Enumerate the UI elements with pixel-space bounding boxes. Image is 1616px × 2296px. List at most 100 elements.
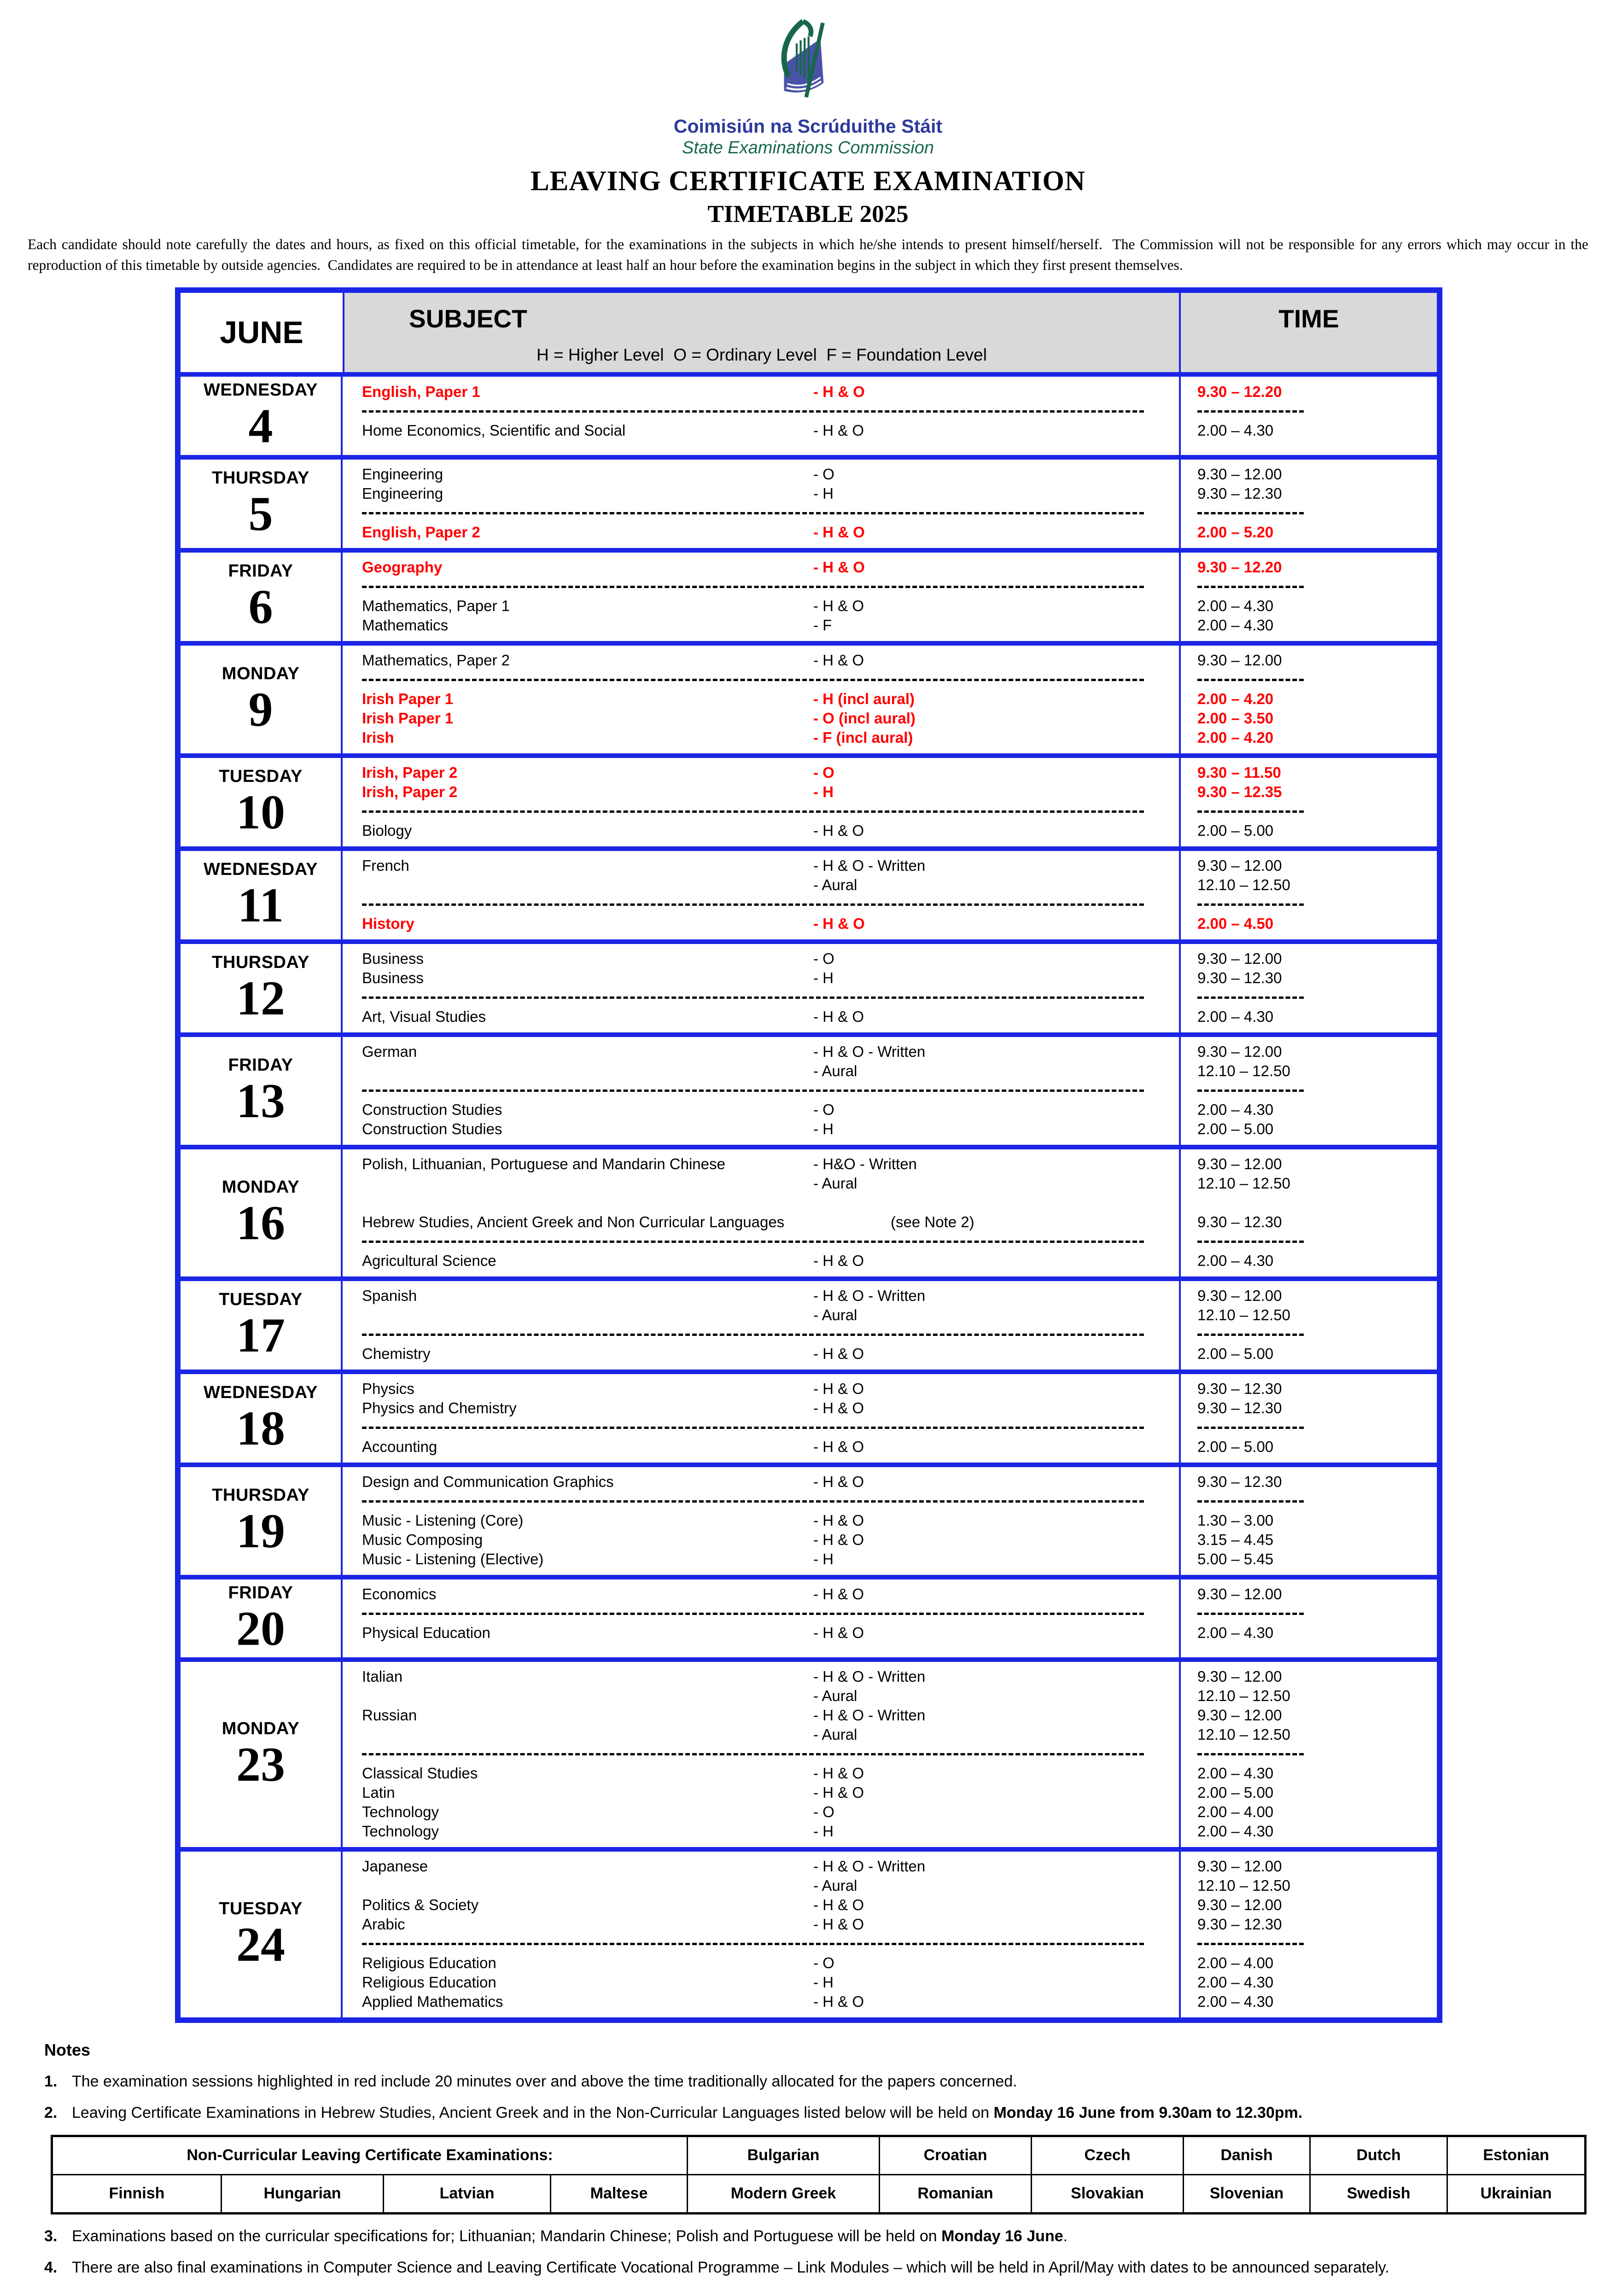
time-cell: 9.30 – 12.20 2.00 – 4.30 bbox=[1181, 377, 1437, 455]
time-cell: 9.30 – 12.00 12.10 – 12.50 9.30 – 12.30 2.0… bbox=[1181, 1149, 1437, 1276]
day-cell: FRIDAY 20 bbox=[181, 1579, 343, 1657]
dashed-divider bbox=[1197, 1492, 1429, 1511]
day-number: 13 bbox=[236, 1073, 285, 1128]
exam-level: - O bbox=[813, 1954, 834, 1972]
notes-section: Notes 1. The examination sessions highlig… bbox=[44, 2040, 1588, 2278]
exam-time: 9.30 – 12.00 bbox=[1197, 1043, 1282, 1061]
timetable-day-row: WEDNESDAY 4 English, Paper 1- H & O Home Ec… bbox=[181, 372, 1437, 455]
timetable-day-row: WEDNESDAY 11 French - H & O - Written - Aura… bbox=[181, 846, 1437, 939]
exam-entry: - Aural bbox=[362, 1174, 1168, 1194]
exam-time: 2.00 – 4.30 bbox=[1197, 1008, 1274, 1026]
exam-time: 9.30 – 12.30 bbox=[1197, 1213, 1282, 1231]
exam-time: 2.00 – 5.00 bbox=[1197, 1438, 1274, 1456]
subject-cell: Italian - H & O - Written - Aural Russian - … bbox=[343, 1661, 1181, 1847]
dashed-divider bbox=[1197, 895, 1429, 915]
note-item: 2. Leaving Certificate Examinations in He… bbox=[44, 2103, 1588, 2123]
exam-subject: Physics bbox=[362, 1380, 414, 1398]
exam-level: (see Note 2) bbox=[891, 1213, 974, 1231]
exam-subject: German bbox=[362, 1043, 417, 1061]
exam-level: - H & O bbox=[813, 524, 865, 541]
day-cell: MONDAY 9 bbox=[181, 645, 343, 753]
exam-subject: Irish Paper 1 bbox=[362, 710, 454, 727]
time-column-title: TIME bbox=[1181, 293, 1437, 373]
dashed-divider bbox=[362, 802, 1168, 822]
exam-entry: Japanese - H & O - Written bbox=[362, 1857, 1168, 1876]
time-cell: 9.30 – 12.00 12.10 – 12.50 2.00 – 5.00 bbox=[1181, 1281, 1437, 1369]
exam-subject: Economics bbox=[362, 1585, 437, 1603]
time-cell: 9.30 – 11.50 9.30 – 12.35 2.00 – 5.00 bbox=[1181, 758, 1437, 846]
dashed-divider bbox=[1197, 670, 1429, 690]
exam-level: - H bbox=[813, 1823, 834, 1840]
exam-time: 9.30 – 12.00 bbox=[1197, 1896, 1282, 1914]
day-name-label: MONDAY bbox=[222, 1719, 300, 1739]
day-cell: WEDNESDAY 18 bbox=[181, 1374, 343, 1463]
day-name-label: THURSDAY bbox=[212, 1485, 309, 1505]
language-cell: Romanian bbox=[879, 2174, 1033, 2214]
exam-subject: Business bbox=[362, 950, 424, 967]
dashed-divider bbox=[1197, 1604, 1429, 1624]
exam-level: - Aural bbox=[813, 1877, 858, 1894]
dashed-divider bbox=[362, 577, 1168, 597]
dashed-divider bbox=[362, 402, 1168, 421]
exam-entry: Accounting - H & O bbox=[362, 1438, 1168, 1457]
logo-irish-name: Coimisiún na Scrúduithe Stáit bbox=[673, 116, 943, 137]
day-number: 12 bbox=[236, 971, 285, 1025]
harp-book-logo-icon bbox=[782, 19, 825, 98]
exam-entry: Arabic - H & O bbox=[362, 1915, 1168, 1935]
time-cell: 9.30 – 12.00 12.10 – 12.50 2.00 – 4.50 bbox=[1181, 851, 1437, 939]
exam-entry: Religious Education - H bbox=[362, 1973, 1168, 1993]
exam-entry: Irish Paper 1 - H (incl aural) bbox=[362, 690, 1168, 709]
exam-subject: Japanese bbox=[362, 1858, 428, 1875]
timetable-day-row: FRIDAY 13 German - H & O - Written - Aural Co… bbox=[181, 1032, 1437, 1145]
language-cell: Slovenian bbox=[1183, 2174, 1311, 2214]
exam-level: - H & O bbox=[813, 1345, 864, 1363]
exam-subject: Mathematics, Paper 1 bbox=[362, 597, 510, 615]
exam-entry: Construction Studies - O bbox=[362, 1101, 1168, 1120]
exam-entry: Technology - O bbox=[362, 1803, 1168, 1822]
intro-paragraph: Each candidate should note carefully the… bbox=[28, 236, 1592, 273]
time-cell: 9.30 – 12.00 9.30 – 12.30 2.00 – 4.30 bbox=[1181, 944, 1437, 1032]
exam-time: 9.30 – 12.30 bbox=[1197, 1399, 1282, 1417]
language-cell: Dutch bbox=[1309, 2135, 1448, 2175]
dashed-divider bbox=[362, 1081, 1168, 1101]
exam-time: 9.30 – 12.30 bbox=[1197, 969, 1282, 987]
exam-level: - H & O - Written bbox=[813, 1668, 926, 1685]
exam-time: 9.30 – 12.30 bbox=[1197, 1916, 1282, 1933]
day-name-label: TUESDAY bbox=[219, 766, 303, 786]
exam-entry: Applied Mathematics - H & O bbox=[362, 1993, 1168, 2012]
dashed-divider bbox=[362, 670, 1168, 690]
day-name-label: TUESDAY bbox=[219, 1899, 303, 1919]
exam-entry: Music Composing - H & O bbox=[362, 1531, 1168, 1550]
day-number: 9 bbox=[248, 682, 273, 736]
exam-entry: Russian - H & O - Written bbox=[362, 1706, 1168, 1725]
exam-subject: Spanish bbox=[362, 1287, 417, 1305]
dashed-divider bbox=[1197, 1325, 1429, 1345]
language-cell: Estonian bbox=[1447, 2135, 1587, 2175]
day-name-label: WEDNESDAY bbox=[203, 1382, 318, 1402]
time-cell: 9.30 – 12.00 2.00 – 4.20 2.00 – 3.50 2.00 –… bbox=[1181, 646, 1437, 753]
exam-level: - H bbox=[813, 1120, 834, 1138]
exam-time: 9.30 – 12.35 bbox=[1197, 783, 1282, 801]
exam-entry: Hebrew Studies, Ancient Greek and Non Cu… bbox=[362, 1213, 1168, 1232]
note-item: 1. The examination sessions highlighted i… bbox=[44, 2072, 1588, 2092]
language-table-row: Non-Curricular Leaving Certificate Exami… bbox=[51, 2135, 1587, 2175]
dashed-divider bbox=[1197, 1081, 1429, 1101]
time-cell: 9.30 – 12.00 12.10 – 12.50 9.30 – 12.00 9.3… bbox=[1181, 1852, 1437, 2017]
exam-time: 2.00 – 4.50 bbox=[1197, 915, 1274, 932]
logo-english-name: State Examinations Commission bbox=[682, 138, 934, 157]
note-number: 3. bbox=[44, 2227, 58, 2245]
exam-level: - H & O bbox=[813, 1916, 864, 1933]
exam-subject: Polish, Lithuanian, Portuguese and Manda… bbox=[362, 1155, 725, 1173]
day-name-label: THURSDAY bbox=[212, 468, 309, 488]
subject-cell: Geography - H & O Mathematics, Paper 1 - H … bbox=[343, 552, 1181, 641]
subject-cell: English, Paper 1- H & O Home Economics, S… bbox=[343, 377, 1181, 455]
day-number: 6 bbox=[248, 579, 273, 634]
time-cell: 9.30 – 12.00 12.10 – 12.50 9.30 – 12.00 12.… bbox=[1181, 1662, 1437, 1847]
exam-level: - H & O bbox=[813, 1531, 864, 1549]
subject-cell: Design and Communication Graphics - H & O… bbox=[343, 1467, 1181, 1575]
dashed-divider bbox=[362, 1935, 1168, 1954]
exam-level: - H & O bbox=[813, 1993, 864, 2010]
exam-level: - H & O bbox=[813, 422, 864, 439]
exam-entry: Economics - H & O bbox=[362, 1585, 1168, 1604]
